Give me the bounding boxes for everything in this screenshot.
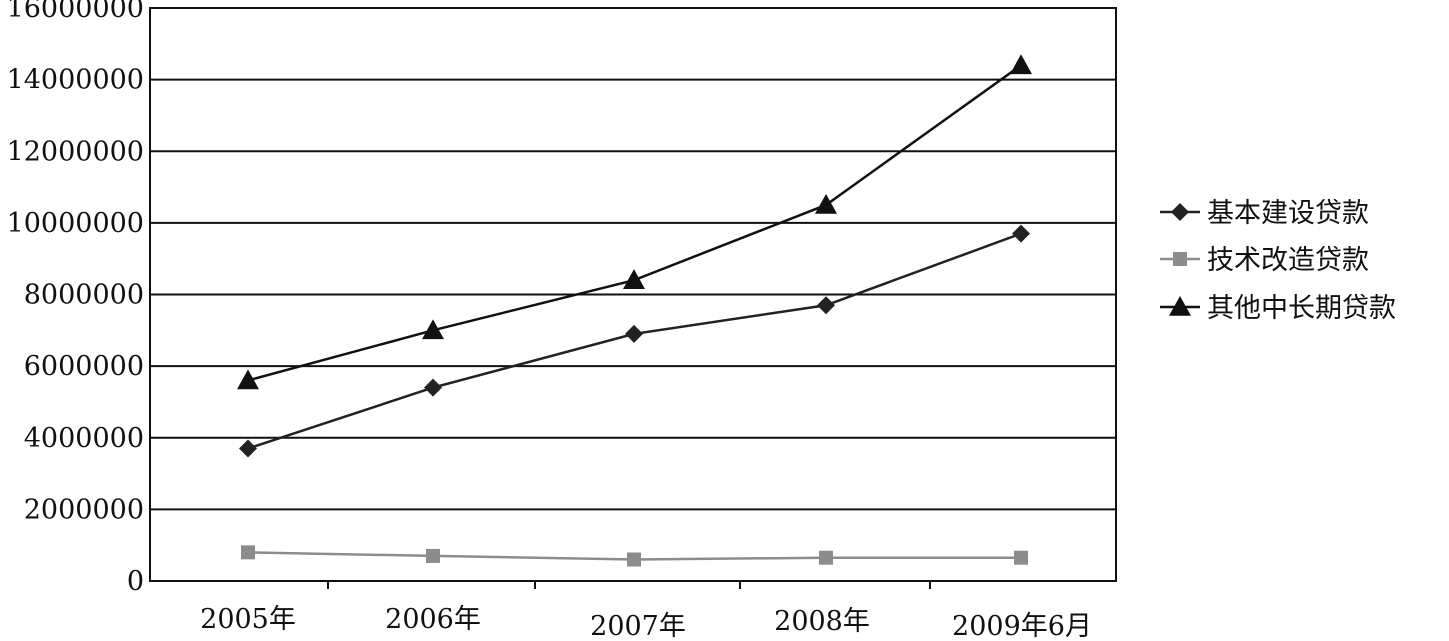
data-point: [241, 545, 255, 560]
x-tick-label: 2006年: [385, 604, 481, 635]
data-point: [426, 548, 440, 563]
data-point: [815, 193, 837, 214]
y-tick-label: 6000000: [24, 351, 144, 382]
legend-marker: [1171, 203, 1189, 221]
legend-label: 基本建设贷款: [1207, 198, 1369, 229]
data-point: [817, 296, 835, 315]
legend-label: 技术改造贷款: [1207, 245, 1369, 276]
y-tick-label: 8000000: [24, 280, 144, 311]
y-tick-label: 0: [127, 566, 144, 597]
data-point: [627, 552, 641, 567]
data-point: [237, 369, 259, 390]
x-tick-label: 2007年: [590, 611, 686, 641]
y-tick-label: 4000000: [24, 423, 144, 454]
data-point: [1012, 224, 1030, 243]
x-tick-label: 2008年: [774, 606, 870, 637]
data-point: [625, 324, 643, 343]
data-point: [819, 550, 833, 565]
y-tick-label: 2000000: [24, 494, 144, 525]
data-point: [623, 269, 645, 289]
data-point: [239, 439, 257, 458]
y-tick-labels: 0 2000000 4000000 6000000 8000000 10000000 120…: [7, 0, 144, 597]
gridlines: [150, 78, 1116, 511]
data-point: [422, 319, 444, 340]
y-tick-label: 10000000: [7, 208, 144, 239]
data-point: [1010, 54, 1032, 75]
legend-label: 其他中长期贷款: [1207, 293, 1396, 324]
y-tick-label: 16000000: [7, 0, 144, 24]
legend-marker: [1173, 252, 1187, 266]
series: [237, 54, 1032, 567]
data-point: [1014, 550, 1028, 565]
axes: [149, 7, 1117, 589]
x-tick-label: 2005年: [200, 604, 296, 635]
y-tick-label: 12000000: [7, 136, 144, 167]
x-tick-labels: 2005年 2006年 2007年 2008年 2009年6月: [200, 604, 1092, 641]
x-tick-label: 2009年6月: [952, 611, 1092, 641]
y-tick-label: 14000000: [7, 65, 144, 96]
data-point: [424, 378, 442, 397]
plot-frame: [149, 7, 1117, 582]
legend-marker: [1169, 296, 1191, 316]
